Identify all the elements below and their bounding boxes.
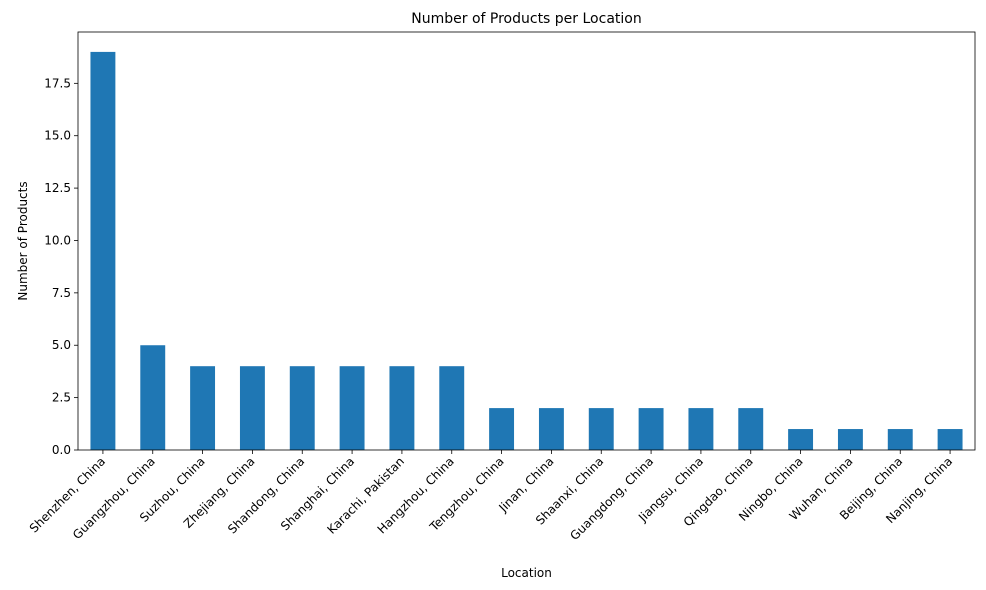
- bar-8: [489, 408, 515, 450]
- y-tick-label-4: 10.0: [44, 233, 71, 247]
- bar-11: [638, 408, 664, 450]
- bars-group: [90, 51, 963, 451]
- y-tick-label-5: 12.5: [44, 181, 71, 195]
- y-tick-label-0: 0.0: [52, 443, 71, 457]
- y-tick-label-1: 2.5: [52, 391, 71, 405]
- x-tick-label-1: Guangzhou, China: [70, 454, 158, 542]
- bar-4: [289, 366, 315, 450]
- bar-1: [140, 345, 166, 450]
- bar-14: [788, 429, 814, 450]
- bar-2: [190, 366, 216, 450]
- plot-frame: [77, 31, 976, 451]
- x-tick-label-11: Guangdong, China: [567, 454, 656, 543]
- x-axis-label: Location: [501, 566, 552, 580]
- y-tick-label-3: 7.5: [52, 286, 71, 300]
- y-tick-label-2: 5.0: [52, 338, 71, 352]
- bar-9: [538, 408, 564, 450]
- y-axis-label: Number of Products: [16, 181, 30, 300]
- bar-0: [90, 51, 116, 451]
- bar-3: [239, 366, 265, 450]
- bar-15: [837, 429, 863, 450]
- bar-6: [389, 366, 415, 450]
- bar-7: [439, 366, 465, 450]
- bar-10: [588, 408, 614, 450]
- y-tick-label-6: 15.0: [44, 129, 71, 143]
- bar-5: [339, 366, 365, 450]
- bar-17: [937, 429, 963, 450]
- y-tick-label-7: 17.5: [44, 76, 71, 90]
- bar-13: [738, 408, 764, 450]
- y-axis: 0.0 2.5 5.0 7.5 10.0 12.5 15.0 17.5: [44, 76, 78, 457]
- chart-title: Number of Products per Location: [411, 11, 641, 27]
- bar-16: [887, 429, 913, 450]
- bar-12: [688, 408, 714, 450]
